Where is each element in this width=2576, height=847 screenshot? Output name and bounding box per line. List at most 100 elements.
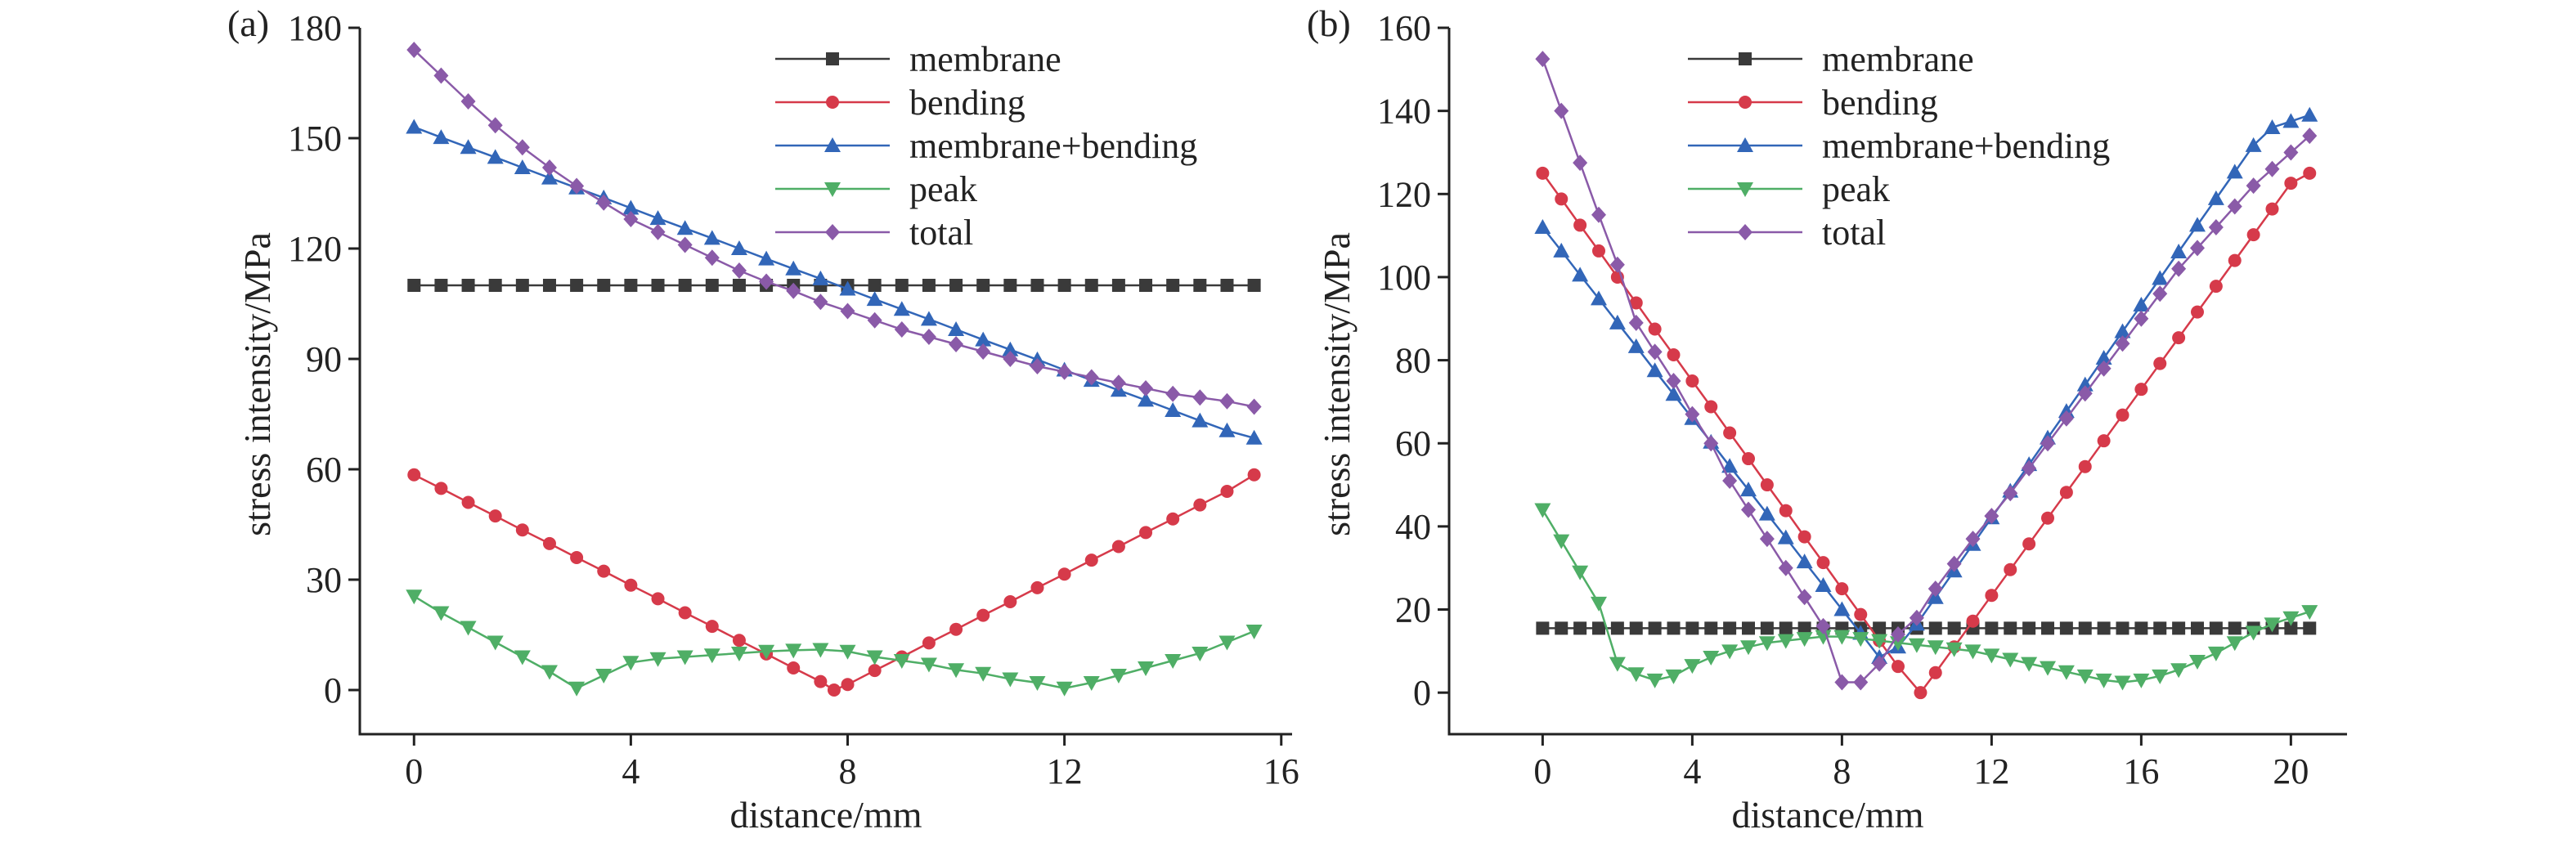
- legend-marker: [824, 182, 841, 197]
- data-point: [2022, 537, 2036, 551]
- data-point: [2245, 137, 2262, 152]
- data-point: [2152, 270, 2169, 285]
- data-point: [678, 279, 692, 292]
- data-point: [1002, 672, 1019, 688]
- panel-a-legend-entry: membrane+bending: [775, 126, 1197, 166]
- data-point: [1665, 669, 1682, 684]
- data-point: [1245, 429, 1263, 445]
- panel-b-y-tick-label: 120: [1377, 174, 1431, 214]
- panel-a-legend-entry: membrane: [775, 39, 1061, 79]
- data-point: [1797, 530, 1811, 544]
- data-point: [920, 657, 937, 673]
- data-point: [433, 129, 450, 145]
- data-point: [407, 279, 421, 292]
- data-point: [676, 650, 693, 666]
- data-point: [1835, 582, 1849, 596]
- data-point: [1760, 478, 1774, 492]
- data-point: [1872, 655, 1887, 672]
- panel-a-y-tick-label: 120: [288, 229, 342, 269]
- data-point: [1684, 659, 1701, 674]
- data-point: [1003, 595, 1017, 608]
- data-point: [542, 536, 556, 550]
- data-point: [1721, 458, 1739, 473]
- data-point: [1629, 621, 1643, 635]
- legend-label: total: [1822, 213, 1886, 253]
- data-point: [1985, 589, 1999, 603]
- data-point: [1779, 621, 1793, 635]
- data-point: [1165, 385, 1181, 402]
- data-point: [624, 578, 638, 592]
- data-point: [2284, 621, 2298, 635]
- data-point: [487, 149, 504, 164]
- data-point: [514, 650, 531, 666]
- data-point: [2189, 217, 2206, 232]
- data-point: [1573, 155, 1588, 172]
- panel-b-legend-entry: peak: [1688, 169, 1890, 209]
- data-point: [1740, 482, 1757, 497]
- panel-a-y-tick-label: 30: [306, 560, 342, 600]
- panel-a-x-tick-label: 12: [1047, 751, 1083, 791]
- data-point: [515, 523, 529, 537]
- data-point: [976, 608, 990, 622]
- data-point: [948, 321, 965, 336]
- data-point: [1166, 512, 1180, 526]
- data-point: [730, 647, 747, 661]
- data-point: [1703, 435, 1719, 452]
- data-point: [2133, 673, 2150, 688]
- data-point: [1965, 531, 1981, 548]
- data-point: [1833, 601, 1851, 616]
- panel-b-plot: 0 4 8 12 16 20 0 20 40 60 80 100 120 140 160 membranebe…: [1377, 8, 2347, 791]
- data-point: [541, 665, 558, 680]
- data-point: [488, 279, 502, 292]
- data-point: [2170, 243, 2188, 258]
- data-point: [1854, 607, 1868, 621]
- data-point: [976, 279, 990, 292]
- data-point: [570, 279, 584, 292]
- data-point: [1030, 279, 1044, 292]
- data-point: [1666, 373, 1681, 389]
- data-point: [1553, 242, 1570, 258]
- data-point: [1220, 485, 1234, 498]
- data-point: [1985, 621, 1999, 635]
- data-point: [515, 279, 529, 292]
- data-point: [2041, 621, 2054, 635]
- panel-a-legend-entry: peak: [775, 169, 977, 209]
- data-point: [868, 279, 882, 292]
- panel-b-y-tick-label: 40: [1395, 507, 1431, 547]
- panel-a-y-tick-label: 60: [306, 450, 342, 490]
- data-point: [2282, 611, 2300, 626]
- data-point: [1892, 660, 1905, 674]
- data-point: [2264, 617, 2281, 633]
- data-point: [1759, 531, 1775, 548]
- data-point: [514, 159, 531, 174]
- data-point: [866, 291, 883, 307]
- data-point: [1665, 386, 1682, 401]
- legend-label: bending: [1822, 83, 1938, 123]
- data-point: [2172, 621, 2186, 635]
- data-point: [2095, 350, 2112, 365]
- panel-a-y-tick-label: 90: [306, 339, 342, 379]
- data-point: [2114, 323, 2131, 338]
- data-point: [650, 223, 666, 240]
- data-point: [596, 194, 612, 211]
- data-point: [1796, 632, 1813, 648]
- legend-marker: [826, 96, 839, 109]
- data-point: [2022, 621, 2036, 635]
- data-point: [2097, 434, 2111, 448]
- data-point: [922, 636, 936, 650]
- panel-b-legend-entry: membrane+bending: [1688, 126, 2110, 166]
- data-point: [1165, 654, 1182, 669]
- panel-b-x-tick-label: 16: [2123, 751, 2159, 791]
- data-point: [1834, 674, 1850, 691]
- data-point: [1777, 634, 1794, 649]
- panel-b-legend-entry: membrane: [1688, 39, 1974, 79]
- data-point: [2301, 106, 2318, 122]
- data-point: [597, 279, 611, 292]
- panel-b-x-tick-label: 8: [1833, 751, 1851, 791]
- data-point: [2115, 335, 2130, 352]
- data-point: [1057, 279, 1071, 292]
- data-point: [1138, 392, 1155, 407]
- data-point: [1193, 279, 1207, 292]
- data-point: [1591, 206, 1606, 223]
- data-point: [1218, 422, 1236, 437]
